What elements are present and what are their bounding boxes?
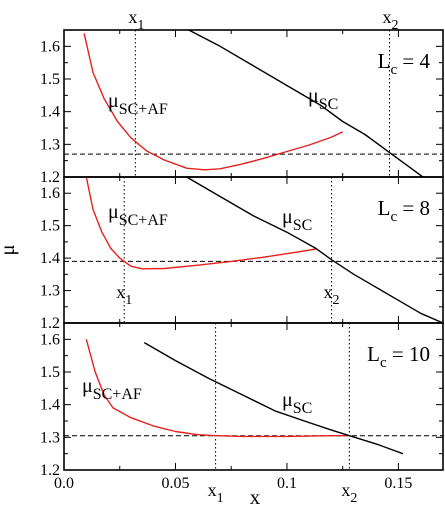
series-label-sc-af-main: μ (82, 375, 93, 397)
series-label-sc-sub: SC (293, 400, 313, 417)
x-tick-label: 0.1 (277, 475, 297, 492)
y-tick-label: 1.6 (40, 185, 60, 202)
x-tick-label: 0.0 (54, 475, 74, 492)
x-tick-label: 0.05 (161, 475, 189, 492)
marker-label-1-sub: 1 (217, 491, 224, 506)
y-axis-title: μ (0, 244, 19, 255)
y-tick-label: 1.2 (40, 169, 60, 186)
series-label-sc-af-main: μ (108, 201, 119, 223)
series-label-sc-af: μSC+AF (82, 375, 142, 403)
y-tick-label: 1.4 (40, 104, 60, 121)
panel-label-value: = 10 (387, 342, 430, 366)
marker-label-2-main: x (341, 480, 350, 500)
y-tick-label: 1.6 (40, 331, 60, 348)
panel-label-sub: c (380, 355, 387, 371)
y-tick-label: 1.5 (40, 218, 60, 235)
marker-label-2-sub: 2 (333, 293, 340, 308)
series-label-sc: μSC (282, 389, 312, 417)
series-label-sc-af: μSC+AF (108, 201, 168, 229)
y-tick-label: 1.2 (40, 315, 60, 332)
panel-label-value: = 4 (397, 49, 430, 73)
series-line-sc (186, 176, 444, 324)
series-label-sc-sub: SC (319, 96, 339, 113)
x-axis-title: x (250, 485, 261, 509)
y-tick-label: 1.2 (40, 462, 60, 479)
series-line-sc-af (83, 33, 343, 171)
marker-label-2-main: x (382, 7, 391, 27)
panel-frame (63, 322, 444, 471)
y-tick-label: 1.4 (40, 397, 60, 414)
series-label-sc-sub: SC (293, 217, 313, 234)
marker-label-2: x2 (324, 282, 340, 308)
series-line-sc (143, 341, 404, 455)
panel-label-main: L (378, 196, 391, 220)
marker-label-1-sub: 1 (137, 18, 144, 33)
panel-label-main: L (378, 49, 391, 73)
marker-label-1: x1 (128, 7, 144, 33)
y-tick-label: 1.6 (40, 38, 60, 55)
marker-label-2: x2 (341, 480, 357, 506)
marker-label-1: x1 (208, 480, 224, 506)
panel-label: Lc = 10 (367, 342, 430, 371)
series-label-sc-af-sub: SC+AF (93, 386, 142, 403)
marker-label-1: x1 (116, 282, 132, 308)
marker-label-1-main: x (208, 480, 217, 500)
series-line-sc-af (85, 339, 350, 438)
marker-label-1-sub: 1 (125, 293, 132, 308)
panel-label-main: L (367, 342, 380, 366)
marker-label-2-main: x (324, 282, 333, 302)
y-tick-label: 1.3 (40, 429, 60, 446)
y-tick-label: 1.3 (40, 136, 60, 153)
y-tick-label: 1.4 (40, 250, 60, 267)
y-tick-label: 1.3 (40, 283, 60, 300)
y-tick-label: 1.5 (40, 364, 60, 381)
marker-label-2-sub: 2 (350, 491, 357, 506)
panel-label-value: = 8 (397, 196, 430, 220)
marker-label-2-sub: 2 (391, 18, 398, 33)
marker-label-1-main: x (128, 7, 137, 27)
series-line-sc-af (85, 176, 317, 270)
marker-label-1-main: x (116, 282, 125, 302)
panel-label: Lc = 8 (378, 196, 430, 225)
x-tick-label: 0.15 (384, 475, 412, 492)
series-label-sc-main: μ (308, 85, 319, 107)
y-tick-label: 1.5 (40, 71, 60, 88)
series-label-sc: μSC (308, 85, 338, 113)
series-label-sc-af-main: μ (108, 90, 119, 112)
series-label-sc: μSC (282, 206, 312, 234)
panel-label-sub: c (390, 209, 397, 225)
series-label-sc-af-sub: SC+AF (119, 212, 168, 229)
series-label-sc-af-sub: SC+AF (119, 101, 168, 118)
marker-label-2: x2 (382, 7, 398, 33)
series-label-sc-af: μSC+AF (108, 90, 168, 118)
series-label-sc-main: μ (282, 389, 293, 411)
panel-label-sub: c (390, 62, 397, 78)
series-line-sc (188, 29, 424, 178)
panel-label: Lc = 4 (378, 49, 431, 78)
series-label-sc-main: μ (282, 206, 293, 228)
